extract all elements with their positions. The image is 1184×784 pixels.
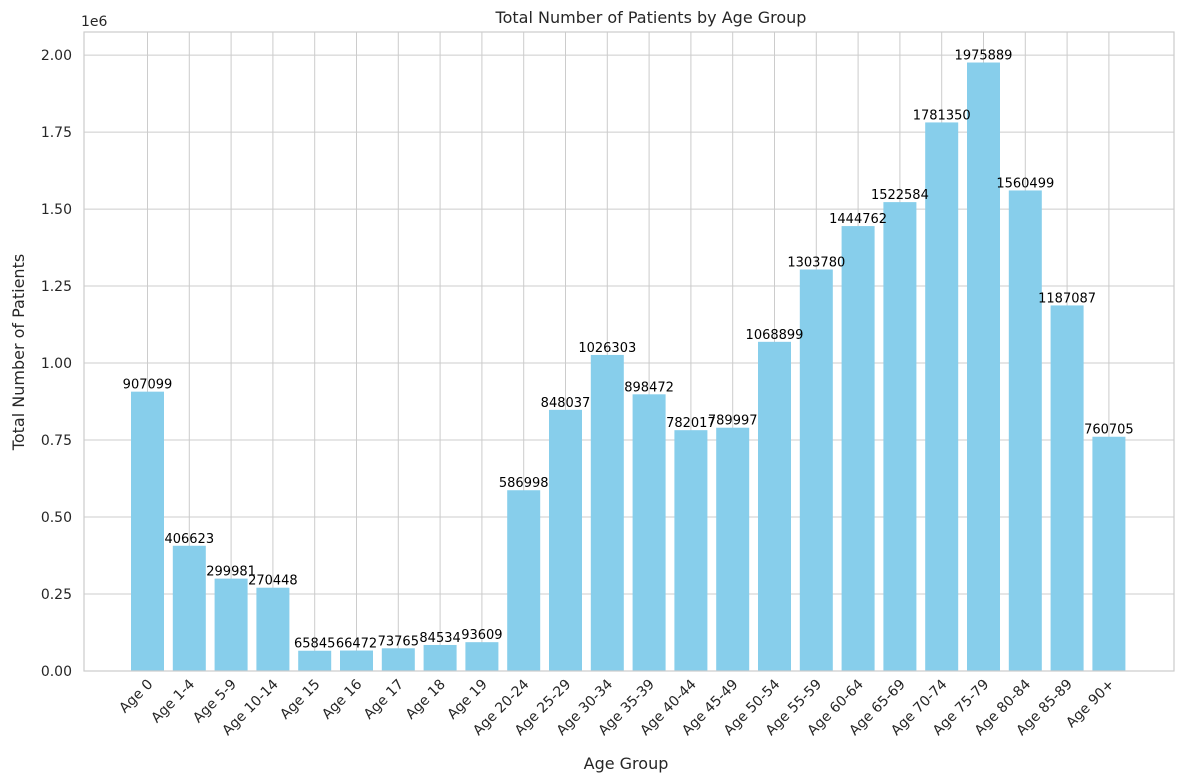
bar-value-label: 1444762 — [829, 212, 887, 227]
y-tick-label: 0.25 — [41, 587, 72, 603]
plot-frame — [83, 31, 1175, 672]
bar — [172, 545, 206, 671]
bar-value-label: 93609 — [461, 628, 502, 643]
bar — [1008, 190, 1042, 671]
y-tick-label: 1.75 — [41, 125, 72, 141]
y-tick-label: 0.75 — [41, 433, 72, 449]
y-tick-label: 0.50 — [41, 510, 72, 526]
bar — [758, 341, 791, 671]
bar — [1092, 436, 1126, 671]
bar — [841, 226, 875, 671]
bar — [632, 394, 666, 671]
bar-value-label: 66472 — [336, 637, 377, 652]
y-tick-label: 1.00 — [41, 356, 72, 372]
x-tick-label: Age 16 — [319, 676, 365, 722]
bar — [674, 430, 708, 671]
bar — [214, 578, 248, 671]
y-tick-label: 2.00 — [41, 48, 72, 64]
x-tick-label: Age 15 — [277, 677, 323, 723]
bar-value-label: 1068899 — [746, 328, 804, 343]
bar-value-label: 299981 — [206, 565, 256, 580]
bar — [465, 642, 499, 671]
bar-value-label: 848037 — [541, 396, 591, 411]
bar-value-label: 782017 — [666, 416, 716, 431]
bar-value-label: 1303780 — [787, 255, 845, 270]
bar — [340, 650, 373, 671]
bar — [423, 644, 457, 671]
bars — [131, 62, 1126, 672]
y-tick-label: 1.50 — [41, 202, 72, 218]
bar — [298, 650, 332, 671]
x-tick-label: Age 0 — [116, 677, 156, 717]
bar — [716, 427, 750, 671]
y-axis-offset-text: 1e6 — [81, 14, 108, 30]
bar — [883, 202, 917, 672]
y-tick-label: 0.00 — [41, 664, 72, 680]
bar — [256, 587, 290, 671]
bar-value-label: 406623 — [164, 532, 214, 547]
x-tick-label: Age 18 — [403, 677, 449, 723]
bar-value-label: 1026303 — [578, 341, 636, 356]
bar-value-label: 1781350 — [913, 108, 971, 123]
bar-value-label: 907099 — [123, 378, 173, 393]
x-tick-label: Age 1-4 — [148, 676, 198, 726]
bar — [381, 648, 415, 671]
bar-value-label: 1560499 — [996, 176, 1054, 191]
bar-value-label: 586998 — [499, 476, 549, 491]
bar-value-label: 84534 — [419, 631, 460, 646]
bar-value-label: 1975889 — [955, 49, 1013, 64]
bar — [507, 490, 541, 671]
bar-value-label: 73765 — [378, 634, 419, 649]
bar-value-label: 65845 — [294, 637, 335, 652]
bar — [1050, 305, 1084, 671]
bar — [925, 122, 959, 671]
bar-value-label: 270448 — [248, 574, 298, 589]
bar — [549, 409, 582, 671]
y-axis-title: Total Number of Patients — [9, 254, 28, 451]
bar — [799, 269, 833, 671]
x-axis-title: Age Group — [584, 754, 669, 773]
bar-value-label: 898472 — [624, 380, 674, 395]
bar-value-label: 1187087 — [1038, 291, 1096, 306]
bar — [967, 62, 1000, 671]
bar-value-label: 789997 — [708, 414, 758, 429]
y-tick-label: 1.25 — [41, 279, 72, 295]
bar-value-label: 760705 — [1084, 423, 1134, 438]
chart-title: Total Number of Patients by Age Group — [495, 8, 807, 27]
bar-value-label: 1522584 — [871, 188, 929, 203]
x-tick-label: Age 17 — [361, 677, 407, 723]
bar — [590, 354, 624, 671]
bar — [131, 391, 164, 671]
